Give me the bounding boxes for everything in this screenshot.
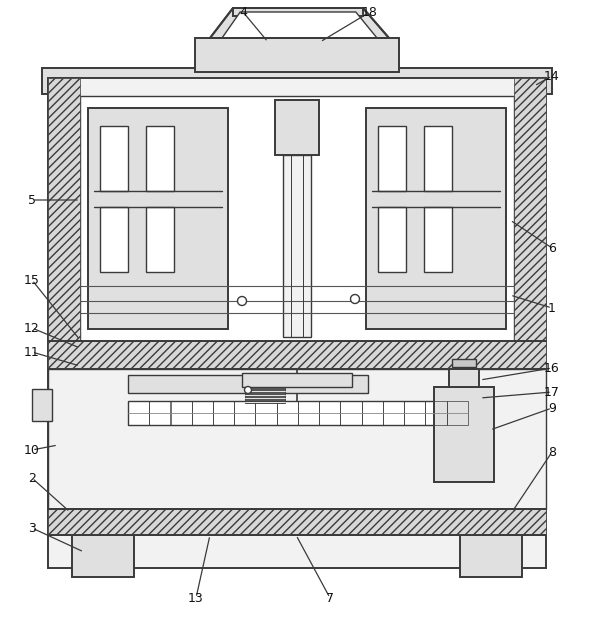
Bar [425, 401, 447, 425]
Circle shape [245, 386, 251, 394]
Text: 18: 18 [362, 6, 378, 19]
Bar [460, 535, 522, 577]
Bar [128, 401, 468, 425]
Bar [378, 126, 406, 191]
Bar [195, 38, 399, 72]
Bar [128, 401, 149, 425]
Bar [234, 401, 255, 425]
Text: 3: 3 [28, 521, 36, 534]
Bar [88, 108, 228, 329]
Circle shape [238, 297, 247, 306]
Text: 13: 13 [188, 592, 204, 605]
Text: 12: 12 [24, 321, 40, 334]
Bar [424, 207, 452, 272]
Circle shape [350, 295, 359, 303]
Bar [48, 78, 80, 341]
Text: 9: 9 [548, 402, 556, 415]
Bar [277, 401, 298, 425]
Bar [319, 401, 340, 425]
Bar [48, 78, 546, 568]
Bar [275, 100, 319, 155]
Bar [255, 401, 277, 425]
Bar [378, 207, 406, 272]
Polygon shape [222, 12, 377, 38]
Bar [362, 401, 383, 425]
Text: 6: 6 [548, 241, 556, 254]
Bar [298, 401, 319, 425]
Bar [434, 387, 494, 482]
Text: 16: 16 [544, 361, 560, 374]
Text: 17: 17 [544, 386, 560, 399]
Text: 1: 1 [548, 301, 556, 314]
Bar [283, 155, 311, 337]
Bar [48, 369, 546, 509]
Text: 7: 7 [326, 592, 334, 605]
Bar [100, 126, 128, 191]
Text: 8: 8 [548, 446, 556, 459]
Bar [48, 509, 546, 535]
Bar [514, 78, 546, 341]
Bar [42, 68, 552, 94]
Bar [468, 397, 490, 429]
Bar [192, 401, 213, 425]
Bar [340, 401, 362, 425]
Bar [128, 375, 368, 393]
Text: 14: 14 [544, 69, 560, 82]
Bar [100, 207, 128, 272]
Bar [146, 126, 174, 191]
Text: 10: 10 [24, 443, 40, 456]
Bar [242, 373, 352, 387]
Text: 5: 5 [28, 194, 36, 207]
Bar [366, 108, 506, 329]
Text: 11: 11 [24, 345, 40, 358]
Bar [213, 401, 234, 425]
Bar [170, 401, 192, 425]
Bar [245, 387, 285, 403]
Text: 4: 4 [239, 6, 247, 19]
Bar [383, 401, 405, 425]
Bar [72, 535, 134, 577]
Bar [447, 401, 468, 425]
Bar [452, 359, 476, 367]
Bar [32, 389, 52, 421]
Bar [233, 8, 363, 16]
Bar [48, 341, 546, 369]
Bar [424, 126, 452, 191]
Text: 15: 15 [24, 274, 40, 287]
Bar [149, 401, 170, 425]
Bar [405, 401, 425, 425]
Bar [80, 96, 514, 341]
Bar [146, 207, 174, 272]
Polygon shape [210, 8, 389, 38]
Bar [449, 365, 479, 387]
Text: 2: 2 [28, 472, 36, 485]
